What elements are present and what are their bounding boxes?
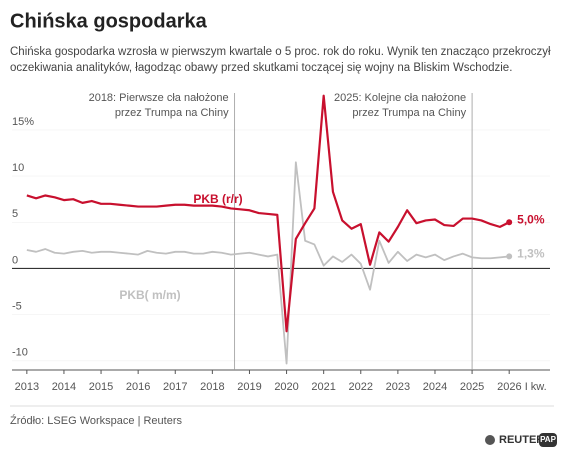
- annotation: 2018: Pierwsze cła nałożone: [89, 92, 229, 104]
- annotation: przez Trumpa na Chiny: [115, 107, 229, 119]
- chart-title: Chińska gospodarka: [10, 10, 208, 32]
- subtitle: oczekiwania analityków, łagodząc obawy p…: [10, 62, 512, 74]
- series-label: PKB( m/m): [119, 288, 180, 302]
- source: Źródło: LSEG Workspace | Reuters: [10, 414, 182, 427]
- series-line: [26, 94, 510, 333]
- logo: REUTERS: [499, 434, 552, 446]
- x-tick-label: 2020: [274, 381, 298, 393]
- series-line: [26, 161, 510, 365]
- value-label: 1,3%: [517, 247, 545, 261]
- x-tick-label: 2022: [349, 381, 373, 393]
- end-dot: [506, 253, 513, 260]
- y-tick-label: 15%: [12, 116, 34, 128]
- value-label: 5,0%: [517, 212, 545, 226]
- y-tick-label: -10: [12, 347, 28, 359]
- annotation: 2025: Kolejne cła nałożone: [334, 92, 466, 104]
- x-tick-label: 2024: [423, 381, 447, 393]
- x-tick-label: 2023: [386, 381, 410, 393]
- annotation: przez Trumpa na Chiny: [352, 107, 466, 119]
- x-tick-label: 2019: [237, 381, 261, 393]
- x-tick-label: 2016: [126, 381, 150, 393]
- end-dot: [506, 219, 513, 226]
- x-tick-label: 2026 I kw.: [497, 381, 547, 393]
- y-tick-label: 0: [12, 254, 18, 266]
- logo-icon: [485, 435, 495, 445]
- logo: PAP: [540, 435, 557, 444]
- x-tick-label: 2025: [460, 381, 484, 393]
- x-tick-label: 2021: [311, 381, 335, 393]
- subtitle: Chińska gospodarka wzrosła w pierwszym k…: [10, 46, 551, 58]
- x-tick-label: 2014: [52, 381, 76, 393]
- y-tick-label: -5: [12, 301, 22, 313]
- x-tick-label: 2015: [89, 381, 113, 393]
- y-tick-label: 10: [12, 162, 24, 174]
- logo-box: [539, 433, 557, 447]
- x-tick-label: 2017: [163, 381, 187, 393]
- y-tick-label: 5: [12, 208, 18, 220]
- series-label: PKB (r/r): [193, 192, 242, 206]
- x-tick-label: 2013: [15, 381, 39, 393]
- x-tick-label: 2018: [200, 381, 224, 393]
